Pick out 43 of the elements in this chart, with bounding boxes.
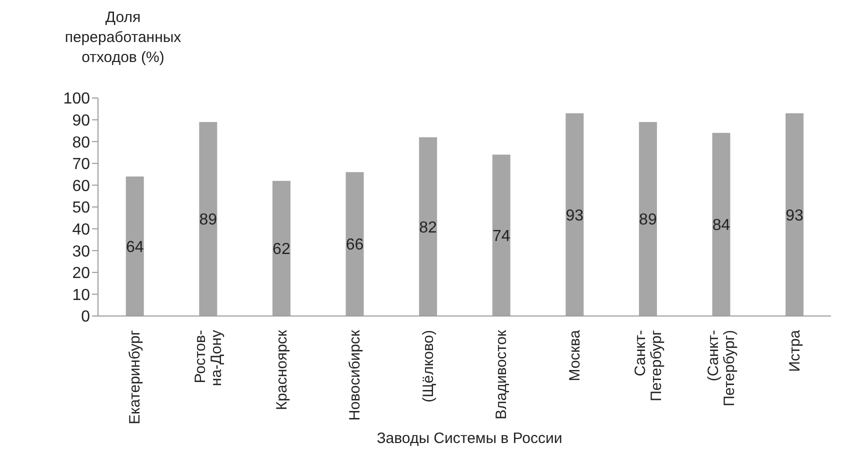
- y-tick-label: 80: [72, 134, 90, 152]
- x-tick-label: Владивосток: [493, 330, 510, 420]
- y-tick-label: 60: [72, 178, 90, 195]
- data-label: 66: [346, 236, 364, 254]
- y-tick-label: 40: [72, 221, 90, 238]
- y-axis-title: Доля переработанных отходов (%): [64, 8, 182, 68]
- bar: [199, 122, 218, 316]
- y-tick-label: 20: [72, 265, 90, 282]
- y-tick-label: 90: [72, 112, 90, 130]
- bar: [492, 154, 510, 316]
- data-label: 93: [566, 207, 584, 224]
- bar: [712, 132, 730, 316]
- data-label: 84: [712, 217, 730, 234]
- data-label: 89: [639, 212, 657, 229]
- x-tick-label: (Санкт-Петербург): [705, 330, 738, 406]
- x-tick-label: Красноярск: [273, 330, 290, 410]
- bar: [638, 122, 657, 316]
- x-tick-label: Новосибирск: [346, 330, 364, 421]
- y-tick-label: 30: [72, 243, 90, 260]
- bar: [346, 172, 364, 316]
- x-tick-label: Санкт-Петербург: [632, 329, 665, 402]
- x-tick-label: Ростов-на-Дону: [192, 330, 225, 386]
- x-tick-label: Истра: [786, 329, 804, 372]
- data-label: 82: [419, 219, 438, 236]
- bar: [272, 180, 290, 316]
- y-tick-label: 70: [72, 156, 90, 174]
- bar: [566, 113, 584, 316]
- x-tick-label: Москва: [566, 329, 584, 382]
- y-tick-label: 10: [72, 286, 90, 304]
- bar: [126, 176, 144, 316]
- data-label: 93: [786, 207, 804, 224]
- x-tick-label: Екатеринбург: [126, 329, 144, 424]
- x-axis-title: Заводы Системы в России: [376, 430, 564, 447]
- data-label: 64: [126, 238, 144, 256]
- y-tick-label: 50: [72, 200, 90, 217]
- y-tick-label: 0: [81, 308, 90, 326]
- bar: [419, 137, 438, 316]
- bar: [786, 113, 804, 316]
- data-label: 62: [272, 241, 290, 258]
- data-label: 89: [199, 212, 218, 229]
- y-tick-label: 100: [63, 90, 90, 108]
- x-tick-label: (Щёлково): [420, 330, 437, 402]
- data-label: 74: [492, 228, 510, 246]
